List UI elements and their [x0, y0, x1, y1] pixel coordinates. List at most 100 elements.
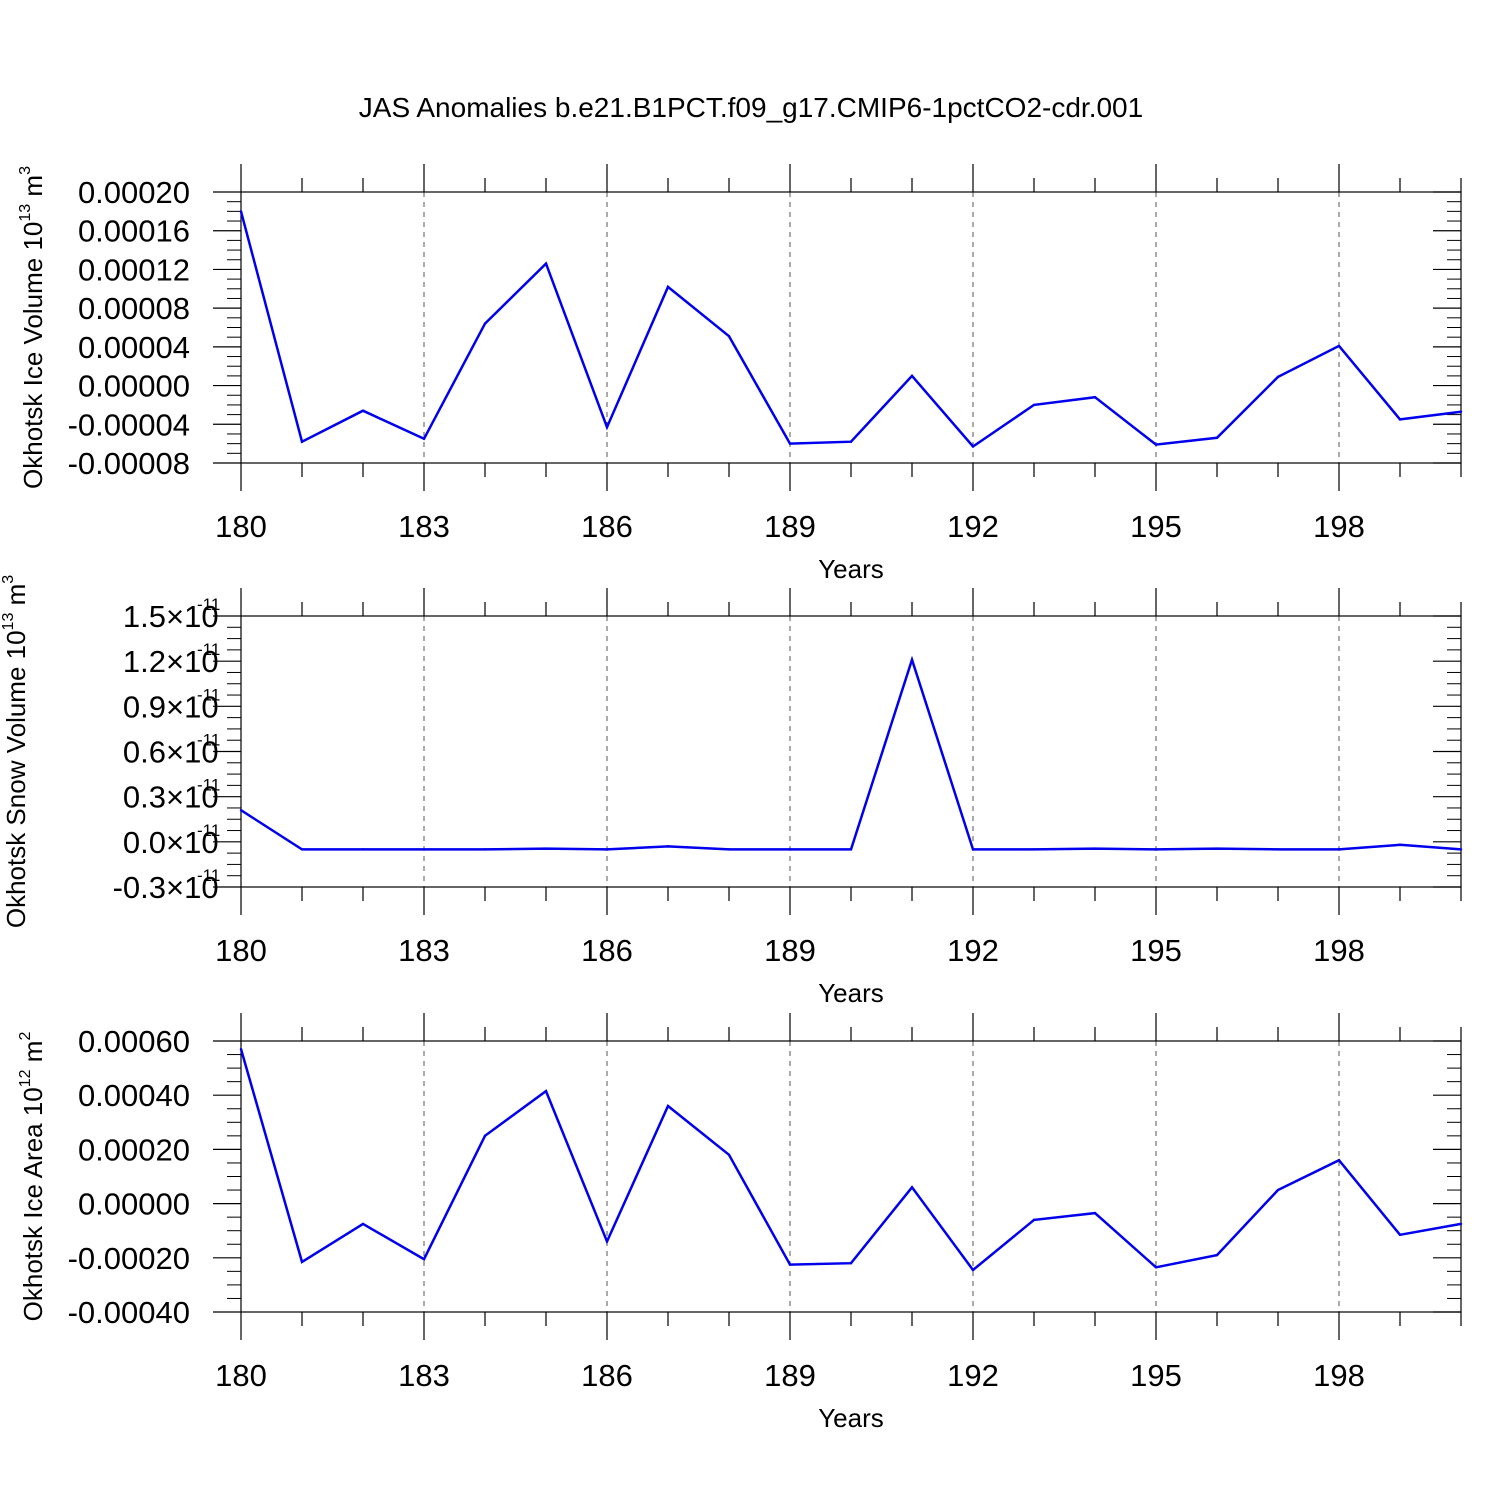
- data-point: [422, 1257, 426, 1261]
- data-point: [239, 210, 243, 213]
- data-point: [910, 374, 914, 378]
- chart-title: JAS Anomalies b.e21.B1PCT.f09_g17.CMIP6-…: [359, 92, 1143, 123]
- y-tick-label: 0.00004: [78, 330, 190, 365]
- data-point: [727, 335, 731, 338]
- x-tick-label: 189: [764, 509, 816, 544]
- x-tick-label: 180: [215, 1358, 267, 1393]
- y-tick-label: -0.3: [113, 870, 166, 905]
- x-tick-label: 183: [398, 1358, 450, 1393]
- x-tick-label: 198: [1313, 509, 1365, 544]
- data-point: [361, 409, 365, 412]
- x-tick-label: 186: [581, 509, 633, 544]
- y-tick-label: 0.00012: [78, 252, 190, 287]
- y-tick-multiplier: ×10: [166, 644, 219, 679]
- data-point: [239, 1047, 243, 1051]
- y-tick-exponent: -11: [197, 866, 220, 885]
- data-point: [1398, 1233, 1402, 1236]
- data-point: [666, 1104, 670, 1108]
- data-point: [1337, 1159, 1341, 1162]
- x-axis-label: Years: [818, 978, 884, 1008]
- y-tick-label: 1.5: [123, 599, 166, 634]
- y-tick-multiplier: ×10: [166, 825, 219, 860]
- y-tick-label: 0.6: [123, 735, 166, 770]
- y-tick-label: 0.00008: [78, 291, 190, 326]
- x-tick-label: 198: [1313, 1358, 1365, 1393]
- y-tick-exponent: -11: [197, 776, 220, 795]
- data-point: [666, 845, 670, 848]
- x-tick-label: 183: [398, 509, 450, 544]
- x-tick-label: 192: [947, 1358, 999, 1393]
- y-tick-label: 0.0: [123, 825, 166, 860]
- data-point: [1398, 843, 1402, 847]
- data-point: [1459, 1222, 1463, 1226]
- data-point: [1032, 403, 1036, 407]
- data-point: [544, 847, 548, 850]
- data-point: [544, 1089, 548, 1093]
- panel-3: 0.00060 0.00040 0.00020 0.00000 -0.00020 -0.0…: [17, 1013, 1463, 1433]
- x-tick-label: 192: [947, 509, 999, 544]
- data-point: [1032, 848, 1036, 851]
- data-point: [605, 1240, 609, 1243]
- data-point: [971, 848, 975, 851]
- data-point: [1337, 848, 1341, 851]
- data-point: [1154, 443, 1158, 446]
- data-point: [361, 848, 365, 851]
- data-point: [1093, 395, 1097, 399]
- data-point: [849, 848, 853, 851]
- x-tick-label: 180: [215, 933, 267, 968]
- data-point: [1032, 1218, 1036, 1222]
- y-tick-exponent: -11: [197, 731, 220, 750]
- y-tick-multiplier: ×10: [166, 780, 219, 815]
- data-point: [666, 285, 670, 289]
- y-tick-label: -0.00020: [68, 1241, 190, 1276]
- y-tick-label: 0.00000: [78, 369, 190, 404]
- data-point: [910, 658, 914, 661]
- data-point: [1276, 375, 1280, 379]
- data-point: [1459, 410, 1463, 413]
- x-tick-label: 186: [581, 1358, 633, 1393]
- y-axis-label: Okhotsk Ice Volume 1013 m3: [17, 166, 48, 489]
- x-tick-label: 195: [1130, 933, 1182, 968]
- data-point: [1337, 344, 1341, 348]
- y-tick-multiplier: ×10: [166, 599, 219, 634]
- data-point: [788, 848, 792, 851]
- data-point: [422, 437, 426, 441]
- x-tick-label: 195: [1130, 509, 1182, 544]
- y-tick-multiplier: ×10: [166, 870, 219, 905]
- data-point: [727, 1153, 731, 1157]
- y-tick-label: 0.9: [123, 689, 166, 724]
- data-point: [1154, 848, 1158, 851]
- panel-2: 1.5 ×10-111.2 ×10-110.9 ×10-110.6 ×10-110.3 ×…: [0, 575, 1463, 1008]
- x-tick-label: 192: [947, 933, 999, 968]
- data-point: [483, 848, 487, 851]
- data-point: [971, 1268, 975, 1272]
- y-tick-label: 0.00040: [78, 1078, 190, 1113]
- data-point: [1215, 847, 1219, 850]
- data-point: [300, 440, 304, 443]
- data-point: [1093, 847, 1097, 850]
- data-point: [239, 809, 243, 812]
- x-tick-label: 195: [1130, 1358, 1182, 1393]
- data-point: [300, 848, 304, 851]
- y-tick-label: -0.00040: [68, 1295, 190, 1330]
- x-tick-label: 189: [764, 933, 816, 968]
- y-tick-exponent: -11: [197, 821, 220, 840]
- y-tick-label: 0.3: [123, 780, 166, 815]
- x-tick-label: 198: [1313, 933, 1365, 968]
- data-point: [1398, 418, 1402, 421]
- data-point: [788, 442, 792, 445]
- data-point: [1459, 848, 1463, 851]
- y-tick-label: 1.2: [123, 644, 166, 679]
- x-axis-label: Years: [818, 1403, 884, 1433]
- y-tick-label: 0.00020: [78, 1132, 190, 1167]
- x-tick-label: 186: [581, 933, 633, 968]
- data-point: [300, 1260, 304, 1264]
- data-point: [422, 848, 426, 851]
- y-tick-exponent: -11: [197, 685, 220, 704]
- data-point: [1276, 848, 1280, 851]
- x-tick-label: 183: [398, 933, 450, 968]
- x-tick-label: 180: [215, 509, 267, 544]
- data-point: [910, 1186, 914, 1189]
